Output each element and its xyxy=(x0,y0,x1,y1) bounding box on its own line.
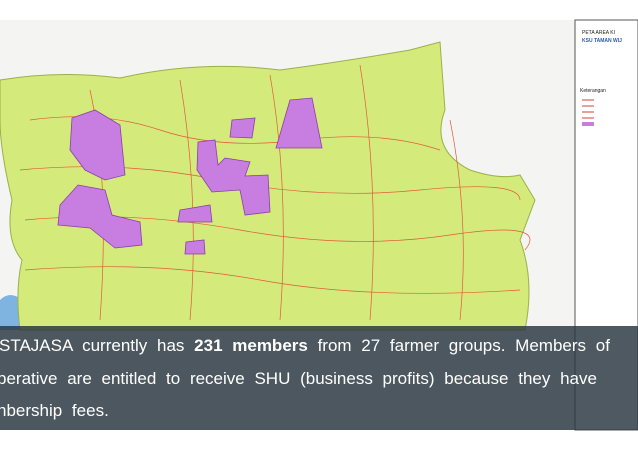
caption-text: perative are entitled to receive SHU (bu… xyxy=(0,368,597,388)
caption-text: STAJASA currently has xyxy=(0,336,195,355)
legend-subtitle: KSU TAMAN WIJ xyxy=(582,38,622,44)
caption-line: perative are entitled to receive SHU (bu… xyxy=(0,369,597,389)
member-areas xyxy=(57,97,323,255)
legend-symbols xyxy=(582,99,594,119)
caption-text: from 27 farmer groups. Members of xyxy=(307,336,610,355)
caption-emphasis: 231 members xyxy=(194,336,308,355)
caption-text: nbership fees. xyxy=(0,401,109,420)
caption-line: STAJASA currently has 231 members from 2… xyxy=(0,336,610,356)
legend-heading: Keterangan xyxy=(580,88,606,94)
caption: STAJASA currently has 231 members from 2… xyxy=(0,326,638,430)
caption-line: nbership fees. xyxy=(0,401,109,421)
legend-title: PETA AREA KI xyxy=(582,30,615,36)
legend-swatch xyxy=(582,122,594,126)
sea xyxy=(0,295,22,330)
